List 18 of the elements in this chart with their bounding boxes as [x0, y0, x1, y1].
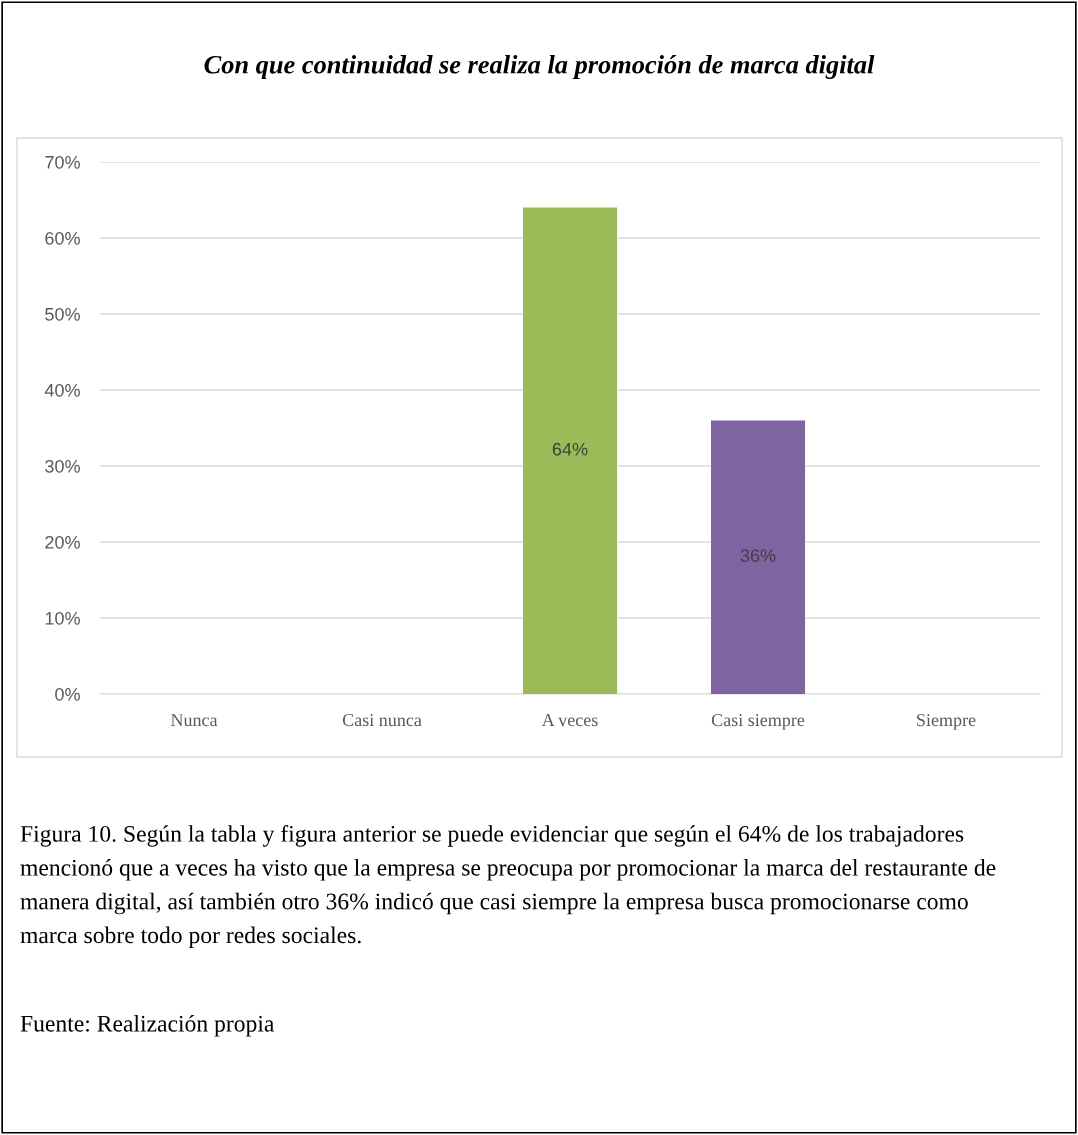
y-tick-label: 20% — [45, 535, 80, 549]
data-label: 64% — [552, 442, 588, 456]
y-tick-label: 50% — [45, 307, 80, 321]
y-tick-label: 30% — [45, 459, 80, 473]
y-tick-label: 70% — [45, 155, 80, 169]
y-tick-label: 10% — [45, 611, 80, 625]
x-tick-label: Casi nunca — [342, 714, 422, 727]
data-label: 36% — [740, 549, 776, 563]
x-tick-label: Casi siempre — [711, 714, 805, 730]
y-tick-label: 40% — [44, 383, 80, 397]
chart-title: Con que continuidad se realiza la promoción de marca digital — [204, 55, 875, 79]
x-tick-label: Siempre — [917, 714, 976, 730]
y-tick-label: 60% — [45, 231, 80, 245]
y-tick-label: 0% — [55, 687, 80, 701]
text: Figura 10. Según la tabla y figura anterior se puede evidenciar que según el 64% de los trabajadores mencionó que a veces ha visto que la empresa se preocupa por promocionar la marca del restaurante de manera digital, así también otro 36% indicó que casi siempre la empresa busca promocionarse como marca sobre todo por redes sociales. — [20, 825, 996, 948]
x-tick-label: Nunca — [170, 714, 218, 727]
source-note: Fuente: Realización propia — [20, 1015, 275, 1037]
x-tick-label: A veces — [541, 714, 598, 727]
